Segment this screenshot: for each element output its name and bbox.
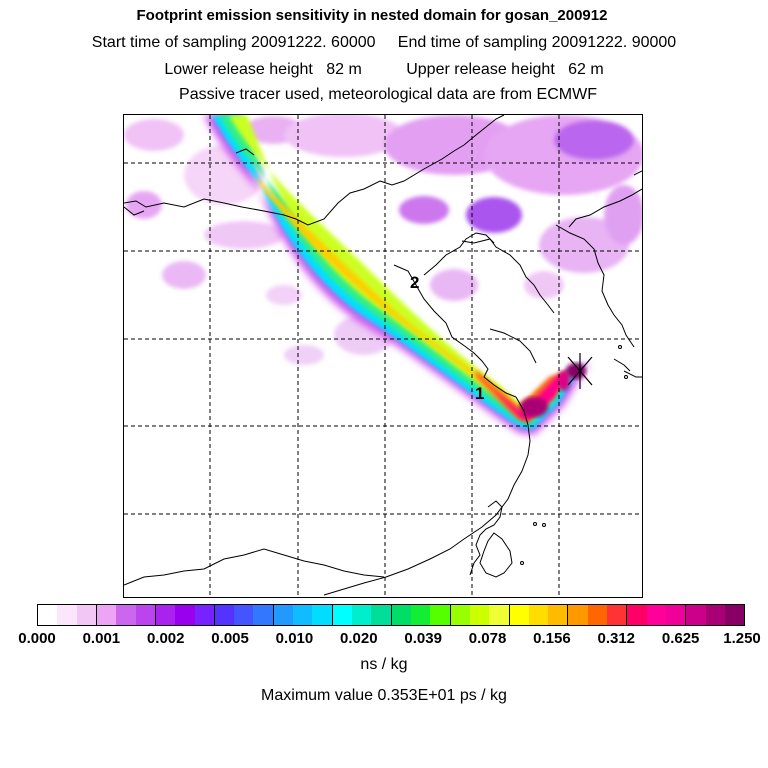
map-marker-2: 2 — [410, 273, 420, 292]
colorbar-swatch — [509, 605, 529, 625]
map-canvas — [124, 115, 642, 597]
colorbar-swatch — [155, 605, 176, 625]
colorbar-swatch — [38, 605, 58, 625]
coastlines-borders — [124, 115, 642, 596]
colorbar-swatch — [273, 605, 294, 625]
map-marker-1: 1 — [475, 384, 485, 403]
colorbar-swatch — [293, 605, 313, 625]
colorbar-swatch — [666, 605, 687, 625]
colorbar-swatch — [587, 605, 608, 625]
colorbar-swatch — [705, 605, 725, 625]
colorbar-swatch — [646, 605, 666, 625]
colorbar-swatch — [724, 605, 745, 625]
colorbar-swatch — [391, 605, 411, 625]
colorbar-swatch — [175, 605, 195, 625]
colorbar-tick-label: 0.078 — [468, 630, 507, 647]
colorbar-tick-label: 0.039 — [404, 630, 442, 647]
tracer-info-line: Passive tracer used, meteorological data… — [179, 86, 597, 103]
colorbar-swatch — [489, 605, 510, 625]
colorbar-swatch — [528, 605, 549, 625]
colorbar-swatch — [627, 605, 647, 625]
colorbar-swatch — [352, 605, 372, 625]
colorbar-swatch — [116, 605, 136, 625]
colorbar-tick-label: 0.005 — [211, 630, 249, 647]
colorbar-swatch — [96, 605, 117, 625]
colorbar-tick-label: 0.000 — [18, 630, 56, 647]
colorbar-tick-label: 1.250 — [723, 630, 761, 647]
colorbar-swatch — [469, 605, 490, 625]
colorbar-tick-label: 0.001 — [82, 630, 121, 647]
colorbar-swatch — [686, 605, 706, 625]
colorbar — [37, 604, 745, 626]
lat-lon-grid — [124, 115, 642, 597]
colorbar-tick-label: 0.020 — [340, 630, 378, 647]
colorbar-tick-label: 0.156 — [533, 630, 571, 647]
release-height-line: Lower release height 82 m Upper release … — [164, 61, 604, 78]
colorbar-swatch — [430, 605, 451, 625]
colorbar-swatch — [332, 605, 352, 625]
colorbar-swatch — [450, 605, 470, 625]
sampling-time-line: Start time of sampling 20091222. 60000 E… — [91, 34, 677, 51]
colorbar-tick-label: 0.312 — [597, 630, 636, 647]
colorbar-unit: ns / kg — [360, 656, 408, 673]
colorbar-swatch — [194, 605, 215, 625]
colorbar-swatch — [214, 605, 235, 625]
colorbar-swatch — [607, 605, 628, 625]
colorbar-swatch — [410, 605, 431, 625]
colorbar-tick-label: 0.010 — [275, 630, 314, 647]
footprint-plume — [204, 115, 589, 435]
colorbar-swatch — [568, 605, 588, 625]
colorbar-swatch — [57, 605, 77, 625]
maximum-value-label: Maximum value 0.353E+01 ps / kg — [261, 687, 507, 704]
colorbar-tick-label: 0.002 — [146, 630, 185, 647]
colorbar-swatch — [312, 605, 333, 625]
colorbar-swatch — [371, 605, 392, 625]
colorbar-swatch — [253, 605, 274, 625]
sensitivity-patches — [124, 115, 642, 365]
colorbar-tick-label: 0.625 — [661, 630, 700, 647]
colorbar-swatch — [76, 605, 97, 625]
plot-title: Footprint emission sensitivity in nested… — [136, 7, 608, 24]
footprint-map: 2 1 — [123, 114, 643, 598]
colorbar-swatch — [548, 605, 569, 625]
x-star-icon — [567, 353, 593, 389]
colorbar-swatch — [135, 605, 156, 625]
colorbar-swatch — [234, 605, 254, 625]
